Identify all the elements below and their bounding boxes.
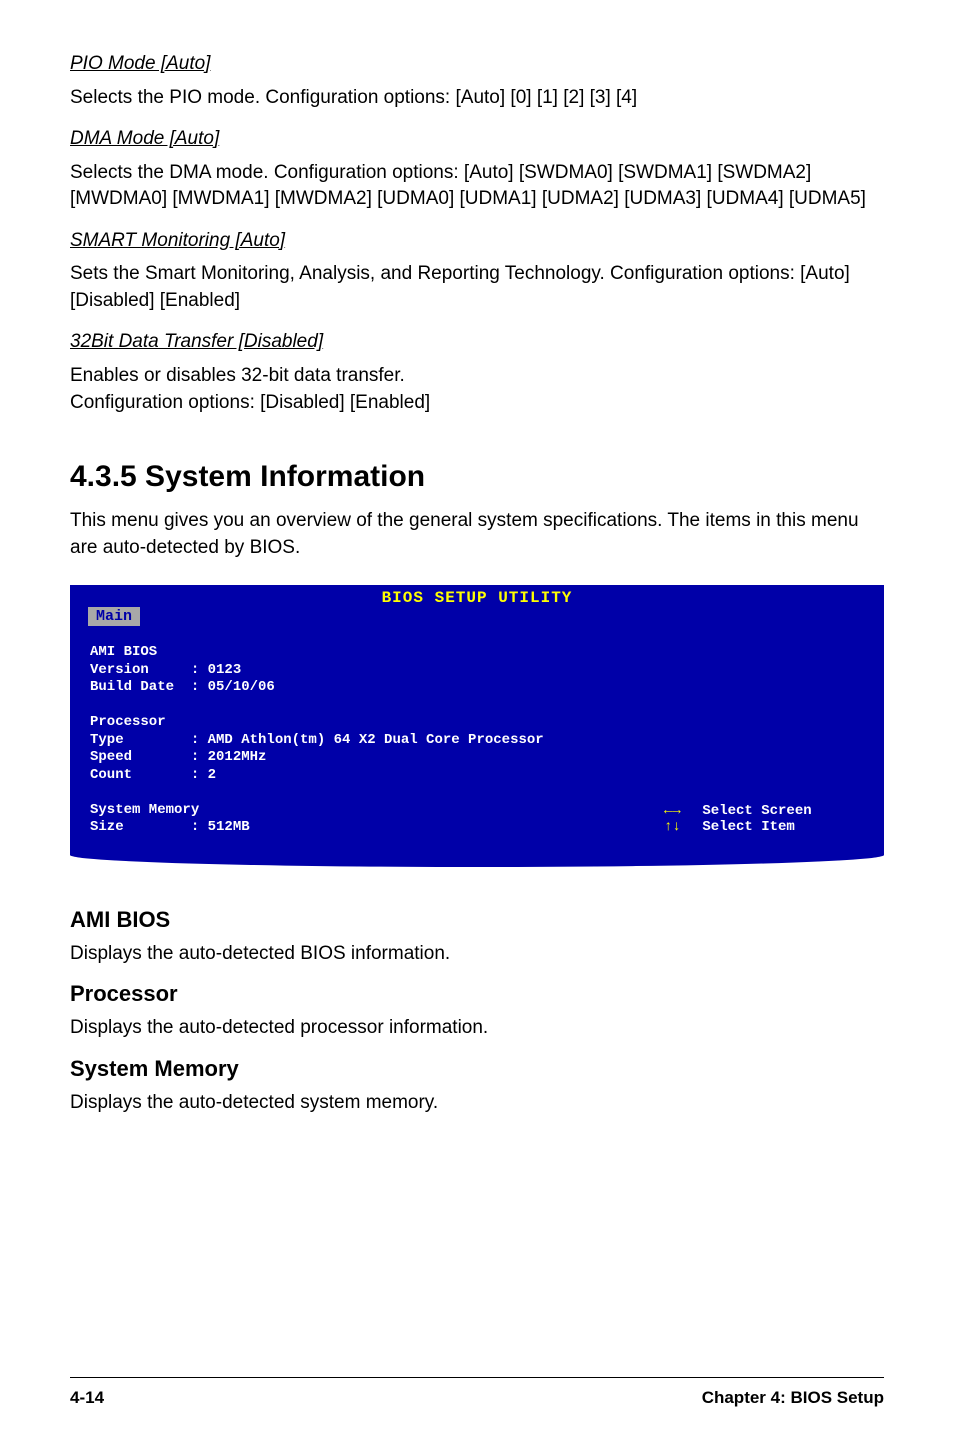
bios-help-row-1: ←→ Select Screen <box>664 803 812 819</box>
section-title: 4.3.5 System Information <box>70 460 884 494</box>
bios-tab-row: Main <box>70 607 884 626</box>
bit32-body: Enables or disables 32-bit data transfer… <box>70 363 884 416</box>
bios-help-block: ←→ Select Screen ↑↓ Select Item <box>664 803 812 835</box>
ami-title: AMI BIOS <box>70 907 884 933</box>
smart-title: SMART Monitoring [Auto] <box>70 227 884 256</box>
bios-left: AMI BIOS Version : 0123 Build Date : 05/… <box>70 626 654 855</box>
page-number: 4-14 <box>70 1388 104 1408</box>
smart-body: Sets the Smart Monitoring, Analysis, and… <box>70 261 884 314</box>
bit32-title: 32Bit Data Transfer [Disabled] <box>70 328 884 357</box>
chapter-label: Chapter 4: BIOS Setup <box>702 1388 884 1408</box>
dma-mode-title: DMA Mode [Auto] <box>70 125 884 154</box>
section-intro: This menu gives you an overview of the g… <box>70 508 884 561</box>
page-footer: 4-14 Chapter 4: BIOS Setup <box>70 1377 884 1408</box>
bios-tab-main: Main <box>88 607 140 626</box>
pio-mode-body: Selects the PIO mode. Configuration opti… <box>70 85 884 112</box>
bios-help-row-2: ↑↓ Select Item <box>664 819 812 835</box>
proc-title: Processor <box>70 981 884 1007</box>
bios-header: BIOS SETUP UTILITY <box>70 585 884 607</box>
bios-help-1: Select Screen <box>702 803 811 819</box>
bios-help-2: Select Item <box>702 819 794 835</box>
pio-mode-title: PIO Mode [Auto] <box>70 50 884 79</box>
bios-right: ←→ Select Screen ↑↓ Select Item <box>654 626 884 855</box>
bios-body: AMI BIOS Version : 0123 Build Date : 05/… <box>70 626 884 855</box>
arrow-up-down-icon: ↑↓ <box>664 819 694 835</box>
proc-body: Displays the auto-detected processor inf… <box>70 1015 884 1042</box>
mem-title: System Memory <box>70 1056 884 1082</box>
bios-panel: BIOS SETUP UTILITY Main AMI BIOS Version… <box>70 585 884 867</box>
dma-mode-body: Selects the DMA mode. Configuration opti… <box>70 160 884 213</box>
arrow-left-right-icon: ←→ <box>664 803 694 819</box>
ami-body: Displays the auto-detected BIOS informat… <box>70 941 884 968</box>
mem-body: Displays the auto-detected system memory… <box>70 1090 884 1117</box>
